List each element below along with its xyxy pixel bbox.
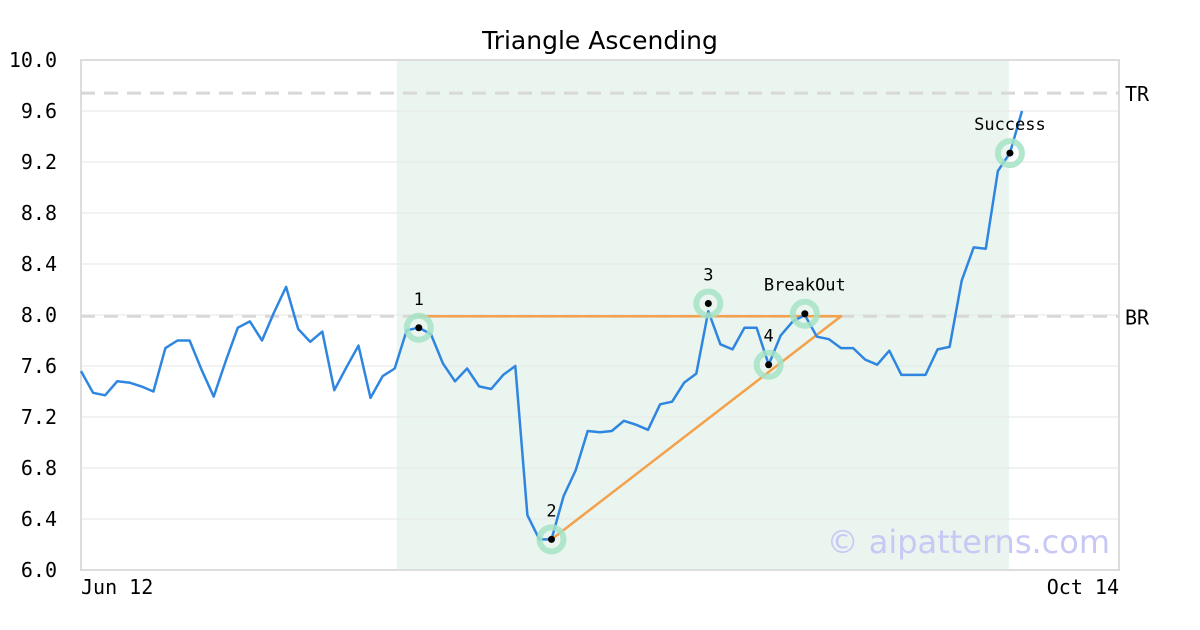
y-tick-label: 10.0 bbox=[9, 48, 57, 72]
point-marker bbox=[704, 300, 712, 308]
point-ring bbox=[789, 298, 820, 329]
y-tick-label: 7.2 bbox=[21, 405, 57, 429]
point-label: Success bbox=[974, 115, 1046, 135]
watermark: © aipatterns.com bbox=[827, 523, 1110, 561]
x-tick-label: Oct 14 bbox=[1047, 575, 1119, 599]
point-marker bbox=[415, 324, 423, 332]
chart-title: Triangle Ascending bbox=[481, 26, 718, 55]
level-label: BR bbox=[1125, 305, 1150, 329]
y-tick-label: 6.0 bbox=[21, 558, 57, 582]
y-tick-label: 9.6 bbox=[21, 99, 57, 123]
pattern-line bbox=[550, 315, 843, 541]
y-tick-label: 8.8 bbox=[21, 201, 57, 225]
point-ring bbox=[403, 312, 434, 343]
point-label: BreakOut bbox=[764, 276, 846, 296]
level-label: TR bbox=[1125, 82, 1150, 106]
x-tick-label: Jun 12 bbox=[81, 575, 153, 599]
point-ring bbox=[994, 138, 1025, 169]
y-tick-label: 8.4 bbox=[21, 252, 57, 276]
point-ring bbox=[753, 349, 784, 380]
point-label: 4 bbox=[764, 327, 774, 347]
point-ring bbox=[693, 288, 724, 319]
point-marker bbox=[765, 361, 773, 369]
point-marker bbox=[801, 310, 809, 318]
y-tick-label: 7.6 bbox=[21, 354, 57, 378]
y-tick-label: 6.8 bbox=[21, 456, 57, 480]
point-ring bbox=[536, 524, 567, 555]
point-marker bbox=[548, 535, 555, 543]
y-tick-label: 6.4 bbox=[21, 507, 57, 531]
y-tick-label: 9.2 bbox=[21, 150, 57, 174]
point-label: 1 bbox=[414, 290, 424, 310]
point-marker bbox=[1006, 149, 1014, 157]
point-label: 3 bbox=[703, 266, 713, 286]
point-label: 2 bbox=[546, 501, 556, 521]
y-tick-label: 8.0 bbox=[21, 303, 57, 327]
